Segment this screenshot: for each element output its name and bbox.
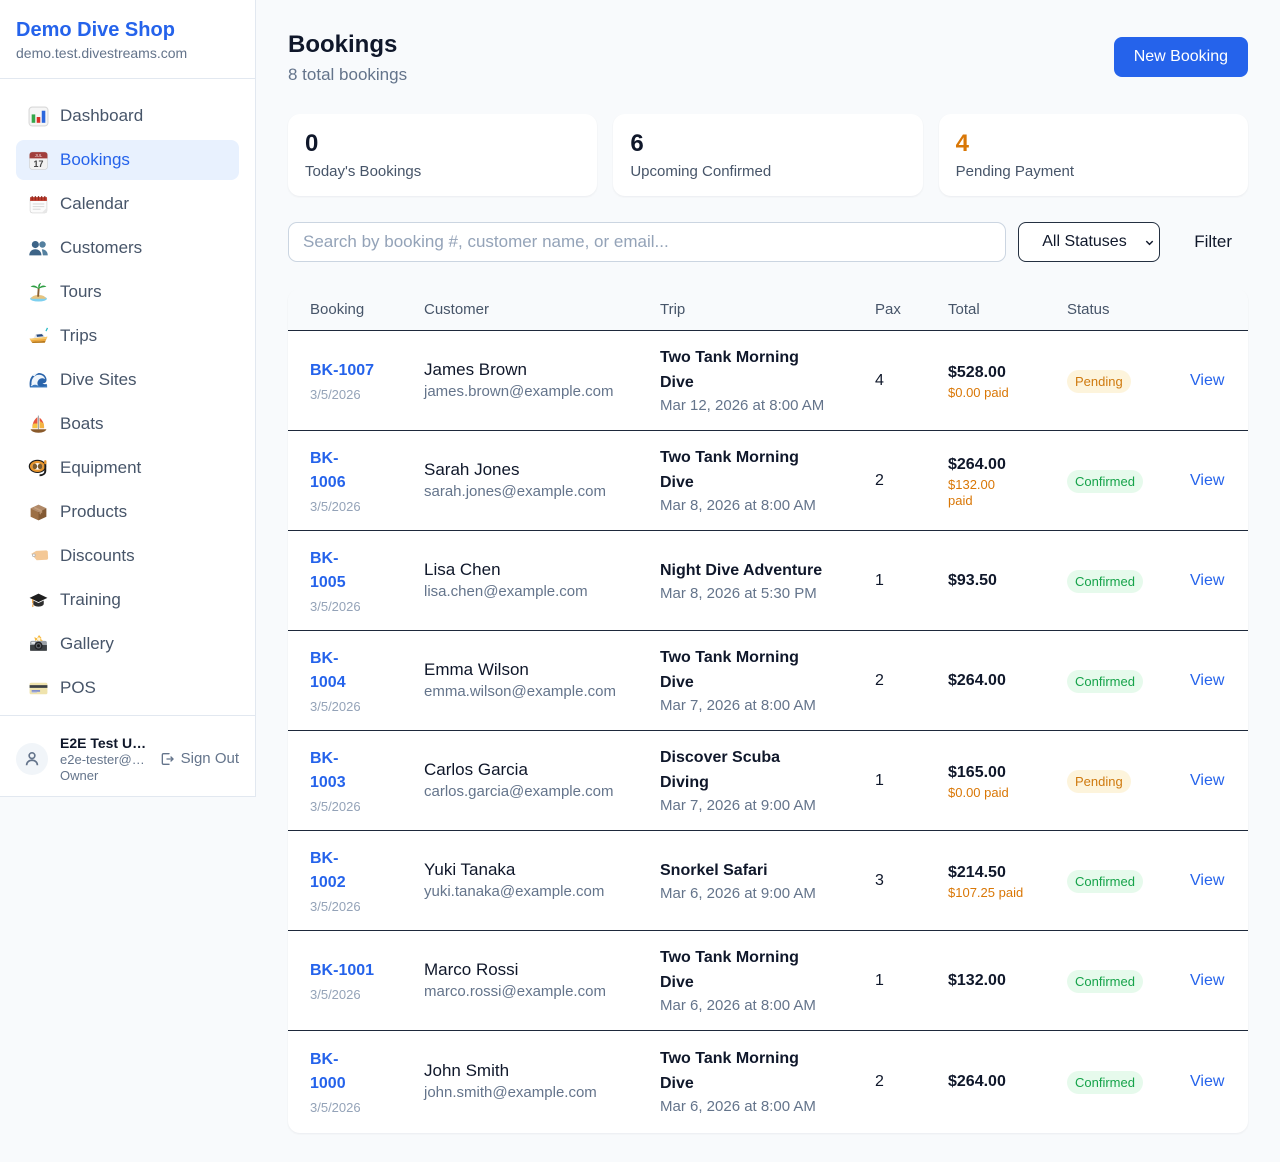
svg-text:17: 17 [34,158,44,168]
svg-text:JUL: JUL [35,153,43,158]
